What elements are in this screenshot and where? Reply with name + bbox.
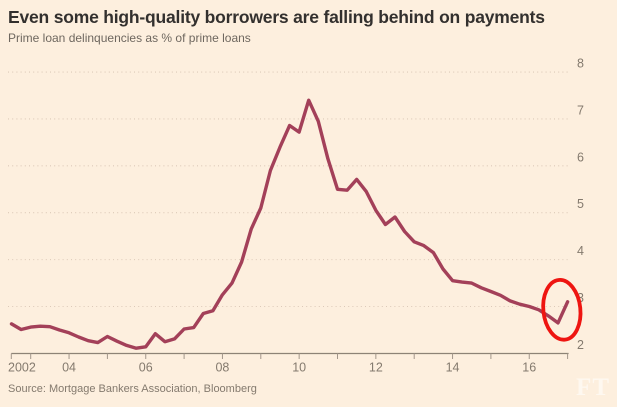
x-axis-label-06: 06 (139, 361, 153, 375)
chart-subtitle: Prime loan delinquencies as % of prime l… (8, 31, 251, 45)
x-axis-label-2002: 2002 (8, 361, 36, 375)
delinquency-line (9, 98, 570, 350)
y-axis-label-2: 2 (577, 338, 584, 352)
y-axis-label-6: 6 (577, 150, 584, 164)
x-axis-label-04: 04 (62, 361, 76, 375)
x-axis-label-16: 16 (522, 361, 536, 375)
y-axis-label-8: 8 (577, 57, 584, 71)
x-axis-label-10: 10 (292, 361, 306, 375)
x-axis-label-08: 08 (215, 361, 229, 375)
source-note: Source: Mortgage Bankers Association, Bl… (8, 383, 257, 395)
ft-logo: FT (576, 374, 610, 401)
x-axis-label-12: 12 (369, 361, 383, 375)
y-axis-label-4: 4 (577, 244, 584, 258)
recent-uptick-highlight-circle (541, 277, 583, 342)
chart-title: Even some high-quality borrowers are fal… (8, 7, 545, 27)
y-axis-label-3: 3 (577, 291, 584, 305)
x-axis-label-14: 14 (446, 361, 460, 375)
y-axis-label-7: 7 (577, 103, 584, 117)
y-axis-label-5: 5 (577, 197, 584, 211)
